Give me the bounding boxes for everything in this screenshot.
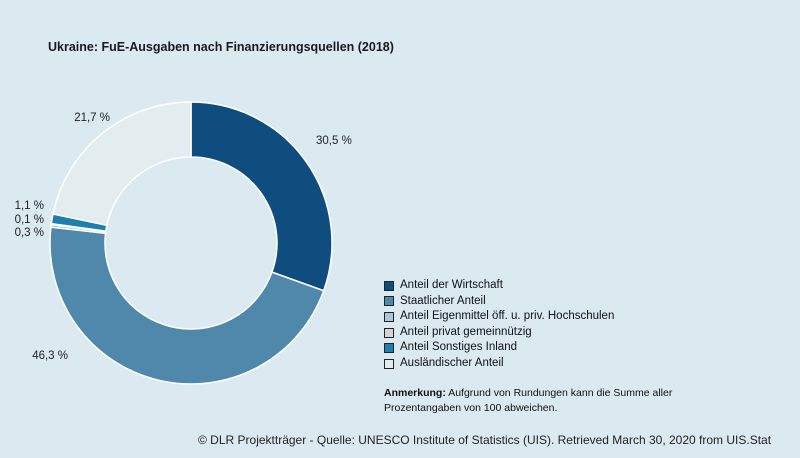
legend-swatch	[384, 343, 394, 354]
legend-swatch	[384, 311, 394, 322]
legend-swatch	[384, 327, 394, 338]
legend-label: Anteil Sonstiges Inland	[400, 341, 517, 354]
legend-label: Anteil privat gemeinnützig	[400, 325, 532, 338]
legend-item: Anteil privat gemeinnützig	[384, 325, 614, 341]
legend-item: Anteil Sonstiges Inland	[384, 340, 614, 356]
chart-title: Ukraine: FuE-Ausgaben nach Finanzierungs…	[48, 40, 394, 54]
legend-label: Staatlicher Anteil	[400, 294, 486, 307]
slice-value-label: 30,5 %	[316, 135, 352, 147]
slice-value-label: 1,1 %	[15, 200, 44, 212]
legend-item: Staatlicher Anteil	[384, 294, 614, 310]
legend-item: Anteil Eigenmittel öff. u. priv. Hochsch…	[384, 309, 614, 325]
legend-swatch	[384, 358, 394, 369]
slice-value-label: 46,3 %	[32, 350, 68, 362]
legend-label: Anteil Eigenmittel öff. u. priv. Hochsch…	[400, 310, 615, 323]
chart-note: Anmerkung: Aufgrund von Rundungen kann d…	[384, 386, 684, 415]
legend-label: Anteil der Wirtschaft	[400, 279, 503, 291]
donut-slice	[190, 101, 333, 292]
donut-slice	[52, 101, 192, 227]
legend-item: Ausländischer Anteil	[384, 356, 614, 372]
legend-swatch	[384, 280, 394, 291]
legend-label: Ausländischer Anteil	[400, 356, 504, 369]
slice-value-label: 21,7 %	[74, 112, 110, 124]
donut-slice	[49, 226, 325, 385]
slice-value-label: 0,3 %	[15, 227, 44, 239]
slice-value-label: 0,1 %	[15, 214, 44, 226]
note-label: Anmerkung:	[384, 387, 446, 399]
note-text: Aufgrund von Rundungen kann die Summe al…	[384, 387, 673, 414]
source-credit: © DLR Projektträger - Quelle: UNESCO Ins…	[198, 433, 772, 447]
chart-legend: Anteil der Wirtschaft Staatlicher Anteil…	[384, 278, 614, 372]
legend-swatch	[384, 296, 394, 307]
legend-item: Anteil der Wirtschaft	[384, 278, 614, 294]
